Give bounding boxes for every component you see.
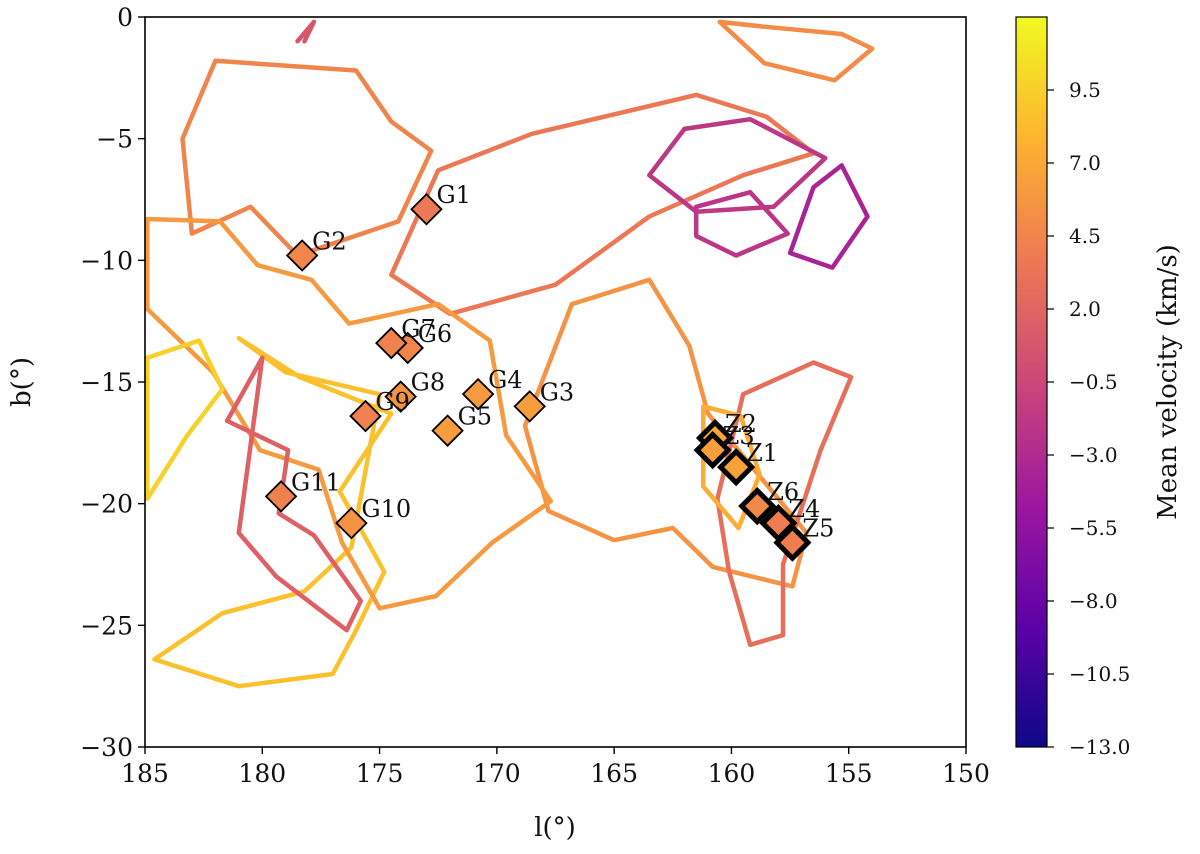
colorbar-tick-label: 4.5 bbox=[1069, 224, 1101, 248]
marker-label-g3: G3 bbox=[540, 378, 574, 406]
y-tick-label: −10 bbox=[80, 246, 133, 275]
marker-g3 bbox=[513, 390, 546, 423]
marker-g8 bbox=[384, 380, 417, 413]
marker-g7 bbox=[375, 326, 408, 360]
colorbar-tick-label: −0.5 bbox=[1069, 370, 1118, 394]
y-tick-label: −15 bbox=[80, 368, 133, 397]
colorbar-ticks: 9.5 7.0 4.5 2.0 −0.5 −3.0 −5.5 −8.0 −10.5 −13.0 bbox=[1047, 78, 1130, 759]
colorbar-tick-label: −13.0 bbox=[1069, 735, 1130, 759]
x-tick-label: 185 bbox=[121, 759, 169, 788]
marker-label-g1: G1 bbox=[436, 181, 470, 209]
marker-label-g2: G2 bbox=[312, 227, 346, 255]
marker-label-z1: Z1 bbox=[746, 439, 778, 467]
marker-g10 bbox=[335, 506, 368, 540]
marker-g5 bbox=[431, 414, 464, 447]
marker-label-g5: G5 bbox=[458, 403, 492, 431]
marker-g2 bbox=[285, 239, 319, 272]
marker-g9 bbox=[349, 399, 382, 433]
y-tick-label: 0 bbox=[117, 3, 133, 32]
marker-label-g11: G11 bbox=[291, 468, 341, 496]
y-tick-label: −20 bbox=[80, 490, 133, 519]
marker-label-z4: Z4 bbox=[788, 495, 820, 523]
colorbar-tick-label: 9.5 bbox=[1069, 78, 1101, 102]
velocity-contour bbox=[180, 58, 434, 258]
marker-g4 bbox=[461, 377, 495, 411]
marker-z1 bbox=[717, 448, 756, 487]
x-axis: 185 180 175 170 165 160 155 150 bbox=[121, 747, 990, 788]
x-axis-label: l(°) bbox=[534, 813, 576, 843]
colorbar-label: Mean velocity (km/s) bbox=[1153, 244, 1183, 520]
y-axis: 0 −5 −10 −15 −20 −25 −30 bbox=[80, 3, 145, 762]
marker-label-g10: G10 bbox=[361, 495, 411, 523]
velocity-contour bbox=[145, 338, 225, 502]
colorbar-tick-label: −8.0 bbox=[1069, 589, 1118, 613]
colorbar-tick-label: 2.0 bbox=[1069, 297, 1101, 321]
contour-layer bbox=[145, 19, 875, 689]
colorbar-tick-label: −3.0 bbox=[1069, 443, 1118, 467]
x-tick-label: 150 bbox=[942, 759, 990, 788]
marker-g11 bbox=[264, 480, 298, 513]
marker-z3 bbox=[693, 431, 732, 470]
velocity-contour bbox=[389, 92, 816, 317]
colorbar-tick-label: −5.5 bbox=[1069, 516, 1118, 540]
velocity-contour bbox=[295, 19, 317, 44]
marker-label-g9: G9 bbox=[375, 388, 409, 416]
marker-g1 bbox=[410, 192, 443, 226]
velocity-contour bbox=[693, 189, 790, 258]
colorbar bbox=[1015, 16, 1048, 748]
colorbar-tick-label: 7.0 bbox=[1069, 151, 1101, 175]
marker-label-g7: G7 bbox=[401, 315, 435, 343]
velocity-contour bbox=[787, 163, 870, 270]
marker-label-z6: Z6 bbox=[767, 478, 799, 506]
marker-label-z3: Z3 bbox=[723, 422, 755, 450]
marker-z5 bbox=[773, 523, 812, 562]
velocity-contour bbox=[717, 19, 875, 83]
y-tick-label: −25 bbox=[80, 611, 133, 640]
y-tick-label: −5 bbox=[96, 125, 133, 154]
y-axis-label: b(°) bbox=[7, 357, 37, 407]
marker-label-g4: G4 bbox=[488, 366, 522, 394]
marker-label-g8: G8 bbox=[411, 369, 445, 397]
marker-label-g6: G6 bbox=[418, 320, 452, 348]
x-tick-label: 155 bbox=[825, 759, 873, 788]
marker-label-z2: Z2 bbox=[725, 410, 757, 438]
x-tick-label: 170 bbox=[473, 759, 521, 788]
x-tick-label: 180 bbox=[238, 759, 286, 788]
velocity-contour bbox=[152, 335, 394, 689]
velocity-contour bbox=[224, 355, 364, 633]
marker-label-z5: Z5 bbox=[802, 515, 834, 543]
x-tick-label: 175 bbox=[356, 759, 404, 788]
y-tick-label: −30 bbox=[80, 733, 133, 762]
marker-z6 bbox=[738, 487, 777, 526]
x-tick-label: 165 bbox=[590, 759, 638, 788]
velocity-contour bbox=[522, 277, 809, 589]
x-tick-label: 160 bbox=[708, 759, 756, 788]
colorbar-tick-label: −10.5 bbox=[1069, 662, 1130, 686]
velocity-contour bbox=[715, 360, 854, 648]
